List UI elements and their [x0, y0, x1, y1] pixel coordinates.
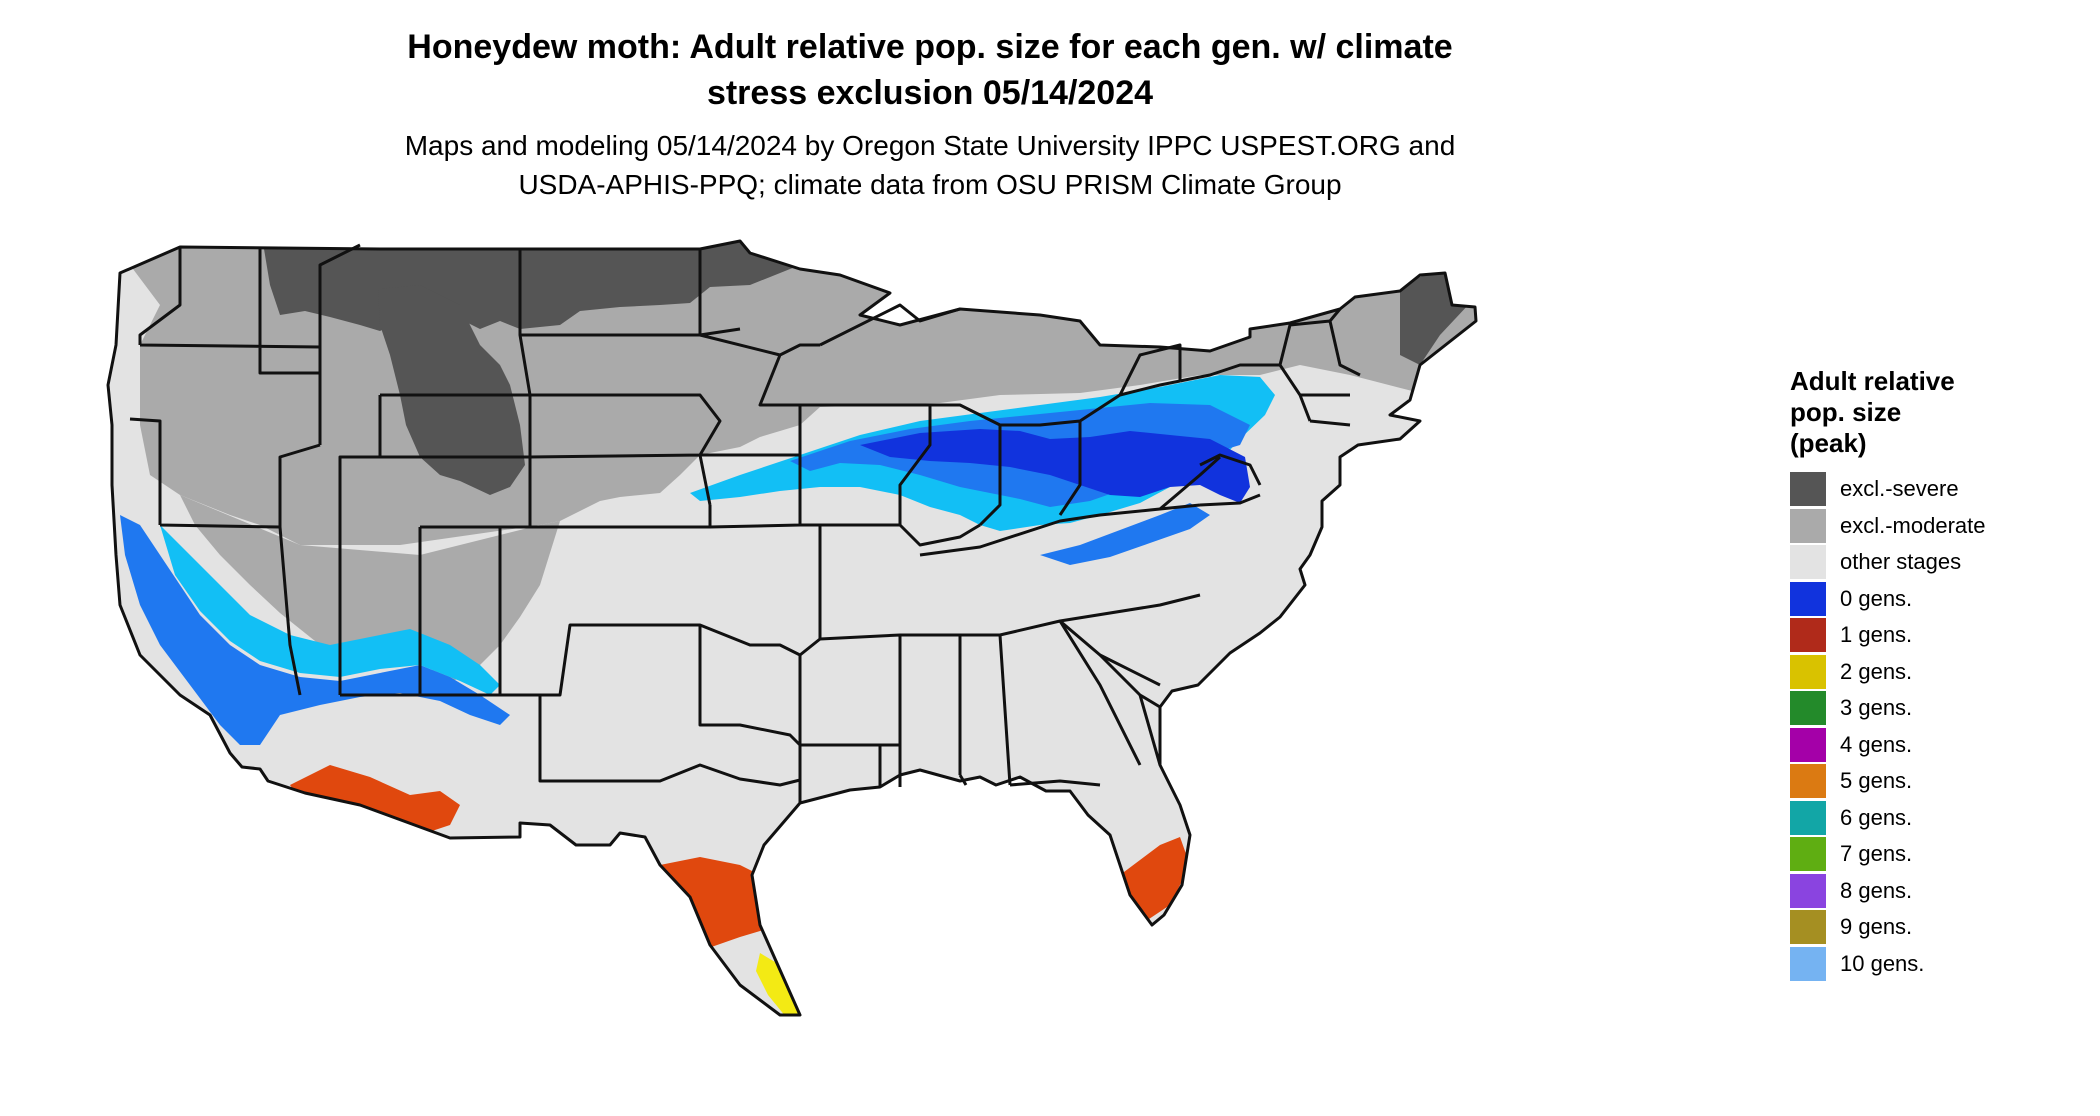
legend-label: 10 gens. — [1840, 950, 1925, 976]
legend-label: other stages — [1840, 549, 1962, 575]
legend-item: 0 gens. — [1790, 581, 2070, 618]
legend-swatch — [1790, 910, 1826, 945]
legend-item: 8 gens. — [1790, 873, 2070, 910]
legend-swatch — [1790, 472, 1826, 507]
us-map — [106, 239, 1478, 1017]
zone-blue-dark-band — [860, 429, 1250, 503]
legend-item: 4 gens. — [1790, 727, 2070, 764]
legend-swatch — [1790, 618, 1826, 653]
state-lines-midwest — [800, 303, 1201, 786]
legend-swatch — [1790, 764, 1826, 799]
legend-label: 1 gens. — [1840, 622, 1913, 648]
title-line-2: stress exclusion 05/14/2024 — [706, 74, 1154, 112]
legend-item: 10 gens. — [1790, 946, 2070, 983]
legend-label: 5 gens. — [1840, 768, 1913, 794]
legend-label: 8 gens. — [1840, 877, 1913, 903]
legend-label: 3 gens. — [1840, 695, 1913, 721]
legend-label: excl.-moderate — [1840, 512, 1986, 538]
zone-excl-moderate-southwest — [180, 495, 560, 685]
legend-swatch — [1790, 654, 1826, 689]
legend-label: 7 gens. — [1840, 841, 1913, 867]
map-title: Honeydew moth: Adult relative pop. size … — [330, 24, 1530, 116]
legend-label: 2 gens. — [1840, 658, 1913, 684]
legend-item: other stages — [1790, 544, 2070, 581]
subtitle-line-1: Maps and modeling 05/14/2024 by Oregon S… — [404, 130, 1456, 161]
legend-swatch — [1790, 691, 1826, 726]
legend-title-line-3: (peak) — [1790, 428, 1867, 458]
legend-item: 3 gens. — [1790, 690, 2070, 727]
zone-excl-severe-lake — [1100, 313, 1180, 335]
legend-swatch — [1790, 873, 1826, 908]
legend-item: 5 gens. — [1790, 763, 2070, 800]
legend-rows: excl.-severe excl.-moderate other stages 0 … — [1790, 471, 2070, 982]
state-borders — [106, 239, 1478, 1017]
zone-blue-appalachian — [1040, 503, 1210, 565]
legend-swatch — [1790, 508, 1826, 543]
legend-item: 6 gens. — [1790, 800, 2070, 837]
legend-swatch — [1790, 800, 1826, 835]
legend-label: 4 gens. — [1840, 731, 1913, 757]
legend-swatch — [1790, 946, 1826, 981]
legend-item: excl.-moderate — [1790, 508, 2070, 545]
zone-blue-west-coast-light — [160, 525, 500, 695]
legend-title-line-1: Adult relative — [1790, 366, 1955, 396]
zone-yellow-south-texas — [756, 953, 802, 1015]
legend-label: 6 gens. — [1840, 804, 1913, 830]
legend-label: 9 gens. — [1840, 914, 1913, 940]
legend-swatch — [1790, 545, 1826, 580]
state-lines-plains — [500, 249, 822, 697]
title-line-1: Honeydew moth: Adult relative pop. size … — [407, 28, 1453, 66]
legend: Adult relative pop. size (peak) excl.-se… — [1790, 366, 2070, 982]
map-subtitle: Maps and modeling 05/14/2024 by Oregon S… — [330, 126, 1530, 204]
state-lines-northeast — [1118, 308, 1361, 511]
state-lines-south — [538, 620, 1162, 803]
legend-item: excl.-severe — [1790, 471, 2070, 508]
legend-item: 9 gens. — [1790, 909, 2070, 946]
legend-label: excl.-severe — [1840, 476, 1959, 502]
legend-swatch — [1790, 581, 1826, 616]
legend-item: 2 gens. — [1790, 654, 2070, 691]
zone-orange-gulf-dark — [880, 893, 950, 925]
zone-excl-severe-rockies — [378, 285, 525, 495]
legend-swatch — [1790, 837, 1826, 872]
zone-blue-west-coast — [120, 515, 510, 745]
legend-title: Adult relative pop. size (peak) — [1790, 366, 2070, 459]
legend-swatch — [1790, 727, 1826, 762]
legend-item: 1 gens. — [1790, 617, 2070, 654]
legend-label: 0 gens. — [1840, 585, 1913, 611]
zone-yellow-south-florida — [1150, 1011, 1205, 1015]
subtitle-line-2: USDA-APHIS-PPQ; climate data from OSU PR… — [518, 169, 1342, 200]
legend-title-line-2: pop. size — [1790, 397, 1902, 427]
legend-item: 7 gens. — [1790, 836, 2070, 873]
